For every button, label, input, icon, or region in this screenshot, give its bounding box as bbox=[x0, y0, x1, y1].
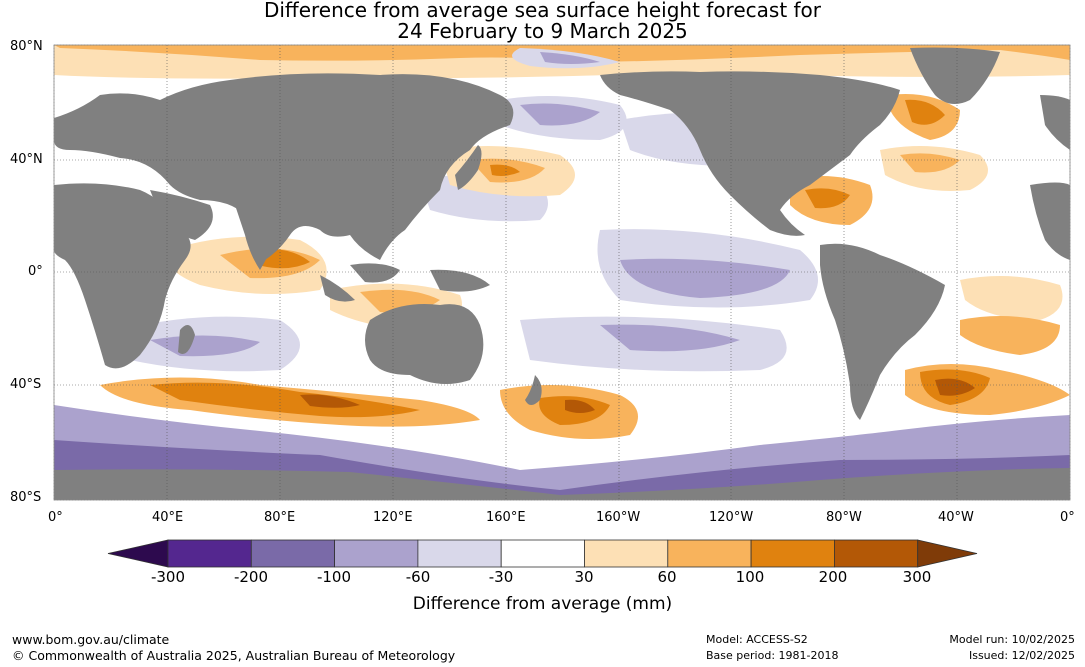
colorbar-label-m300: -300 bbox=[150, 568, 186, 586]
colorbar-swatch bbox=[167, 539, 252, 568]
colorbar-extend-low bbox=[107, 539, 169, 568]
colorbar-swatch bbox=[334, 539, 419, 568]
y-tick-80n: 80°N bbox=[10, 39, 43, 54]
footer-model: Model: ACCESS-S2 bbox=[706, 633, 808, 646]
map-border bbox=[53, 44, 1071, 501]
south-america bbox=[820, 243, 945, 420]
north-america bbox=[600, 71, 900, 236]
land-masses bbox=[54, 47, 1070, 500]
colorbar-label-m60: -60 bbox=[405, 568, 431, 586]
colorbar-label-100: 100 bbox=[735, 568, 765, 586]
footer-base-period: Base period: 1981-2018 bbox=[706, 649, 839, 662]
africa bbox=[54, 183, 191, 369]
colorbar-swatch bbox=[584, 539, 669, 568]
greenland bbox=[910, 47, 1000, 104]
arabia bbox=[150, 190, 213, 240]
y-tick-0: 0° bbox=[28, 264, 43, 279]
new-zealand bbox=[525, 375, 542, 405]
footer-copyright: © Commonwealth of Australia 2025, Austra… bbox=[12, 648, 456, 663]
colorbar-extend-high bbox=[917, 539, 978, 568]
colorbar-label-m100: -100 bbox=[316, 568, 352, 586]
colorbar-label-30: 30 bbox=[574, 568, 594, 586]
colorbar-swatch bbox=[417, 539, 502, 568]
colorbar bbox=[107, 539, 978, 568]
colorbar-swatch bbox=[250, 539, 336, 568]
borneo bbox=[350, 263, 400, 283]
eurasia bbox=[54, 73, 514, 260]
x-tick-120e: 120°E bbox=[373, 510, 413, 525]
y-tick-80s: 80°S bbox=[10, 490, 42, 505]
x-tick-160w: 160°W bbox=[596, 510, 641, 525]
x-tick-80w: 80°W bbox=[826, 510, 862, 525]
colorbar-label-300: 300 bbox=[902, 568, 932, 586]
japan bbox=[455, 145, 482, 190]
map-title-line1: Difference from average sea surface heig… bbox=[263, 0, 822, 22]
colorbar-swatch bbox=[834, 539, 919, 568]
europe-east-edge bbox=[1040, 95, 1070, 150]
sumatra bbox=[320, 275, 355, 302]
colorbar-title: Difference from average (mm) bbox=[412, 594, 673, 614]
x-tick-160e: 160°E bbox=[486, 510, 526, 525]
x-tick-40w: 40°W bbox=[938, 510, 974, 525]
x-tick-0: 0° bbox=[48, 510, 63, 525]
footer-issued: Issued: 12/02/2025 bbox=[968, 649, 1075, 662]
australia bbox=[365, 304, 484, 384]
india bbox=[235, 203, 285, 270]
colorbar-swatch bbox=[500, 539, 585, 568]
colorbar-label-60: 60 bbox=[657, 568, 677, 586]
x-tick-120w: 120°W bbox=[709, 510, 754, 525]
x-tick-40e: 40°E bbox=[152, 510, 184, 525]
colorbar-label-200: 200 bbox=[818, 568, 848, 586]
footer-website: www.bom.gov.au/climate bbox=[12, 632, 170, 647]
madagascar bbox=[178, 325, 195, 354]
x-tick-80e: 80°E bbox=[264, 510, 296, 525]
new-guinea bbox=[430, 269, 490, 292]
y-tick-40n: 40°N bbox=[10, 152, 43, 167]
africa-east-edge bbox=[1030, 182, 1070, 260]
y-tick-40s: 40°S bbox=[10, 377, 42, 392]
colorbar-swatch bbox=[667, 539, 752, 568]
x-tick-0-east: 0° bbox=[1060, 510, 1075, 525]
colorbar-swatch bbox=[750, 539, 835, 568]
colorbar-label-m30: -30 bbox=[488, 568, 514, 586]
map-title-line2: 24 February to 9 March 2025 bbox=[397, 19, 688, 43]
antarctica bbox=[54, 468, 1070, 500]
colorbar-label-m200: -200 bbox=[233, 568, 269, 586]
footer-model-run: Model run: 10/02/2025 bbox=[949, 633, 1075, 646]
